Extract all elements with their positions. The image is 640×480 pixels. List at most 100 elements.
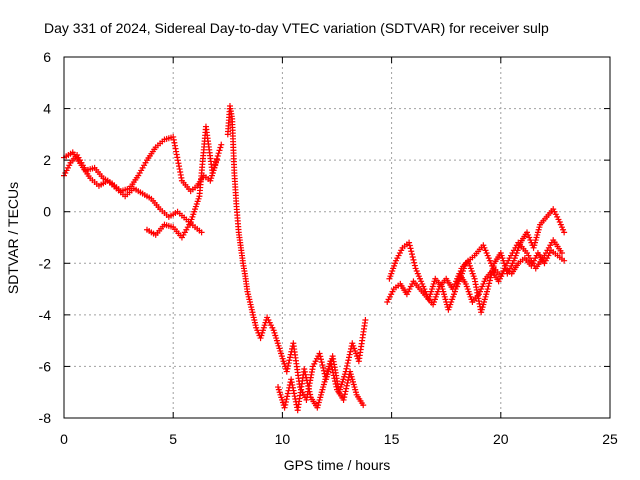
chart-title: Day 331 of 2024, Sidereal Day-to-day VTE…: [44, 20, 549, 36]
data-point: [303, 377, 310, 384]
data-point: [212, 161, 219, 168]
data-point: [343, 382, 350, 389]
data-point: [218, 141, 225, 148]
data-point: [407, 245, 414, 252]
data-point: [213, 158, 220, 165]
y-tick-label: -4: [39, 307, 52, 323]
data-point: [332, 380, 339, 387]
data-point: [344, 360, 351, 367]
series-arc-4: [224, 102, 369, 403]
data-point: [340, 396, 347, 403]
data-point: [281, 404, 288, 411]
tick-labels: 0 5 10 15 20 25 -8 -6 -4 -2 0 2 4 6: [39, 49, 618, 447]
data-point: [285, 387, 292, 394]
data-point: [217, 144, 224, 151]
data-point: [211, 164, 218, 171]
data-point: [305, 385, 312, 392]
data-point: [284, 390, 291, 397]
data-point: [360, 402, 367, 409]
y-axis-label: SDTVAR / TECUs: [5, 182, 21, 294]
data-point: [561, 257, 568, 264]
data-point: [327, 358, 334, 365]
data-point: [406, 239, 413, 246]
data-point: [341, 394, 348, 401]
data-point: [316, 350, 323, 357]
data-point: [487, 274, 494, 281]
data-point: [489, 268, 496, 275]
data-point: [305, 383, 312, 390]
data-point: [307, 391, 314, 398]
data-point: [303, 374, 310, 381]
data-point: [408, 248, 415, 255]
series-arc-1: [61, 133, 220, 195]
data-point: [485, 283, 492, 290]
x-tick-label: 25: [602, 431, 618, 447]
data-point: [301, 366, 308, 373]
data-point: [304, 380, 311, 387]
data-point: [287, 354, 294, 361]
axis-ticks: [63, 56, 611, 419]
data-point: [343, 385, 350, 392]
data-point: [347, 348, 354, 355]
data-point: [346, 351, 353, 358]
x-tick-label: 5: [169, 431, 177, 447]
plot-frame: [63, 56, 611, 419]
data-point: [284, 393, 291, 400]
data-point: [328, 363, 335, 370]
data-point: [486, 280, 493, 287]
data-point: [317, 356, 324, 363]
data-point: [319, 361, 326, 368]
x-tick-label: 0: [60, 431, 68, 447]
data-point: [345, 357, 352, 364]
data-point: [285, 362, 292, 369]
data-point: [198, 229, 205, 236]
x-tick-label: 20: [493, 431, 509, 447]
data-point: [411, 262, 418, 269]
data-point: [302, 371, 309, 378]
y-tick-label: -8: [39, 410, 52, 426]
data-point: [411, 259, 418, 266]
data-point: [409, 253, 416, 260]
data-point: [333, 383, 340, 390]
data-point: [283, 368, 290, 375]
data-point: [410, 256, 417, 263]
data-point: [408, 251, 415, 258]
data-point: [489, 266, 496, 273]
data-point: [286, 357, 293, 364]
y-tick-label: -6: [39, 358, 52, 374]
data-point: [558, 249, 565, 256]
data-point: [488, 271, 495, 278]
y-tick-label: 6: [43, 49, 51, 65]
y-tick-label: 0: [43, 204, 51, 220]
x-tick-label: 10: [275, 431, 291, 447]
data-point: [318, 359, 325, 366]
data-point: [484, 286, 491, 293]
data-point: [213, 155, 220, 162]
data-point: [344, 379, 351, 386]
data-point: [214, 153, 221, 160]
data-point: [344, 362, 351, 369]
series-arc-8: [454, 237, 565, 290]
data-point: [342, 388, 349, 395]
data-point: [486, 277, 493, 284]
data-point: [210, 167, 217, 174]
series-arc-3: [143, 123, 225, 241]
series-arc-5: [275, 358, 367, 414]
data-point: [330, 372, 337, 379]
x-tick-label: 15: [384, 431, 400, 447]
data-point: [331, 375, 338, 382]
data-point: [329, 366, 336, 373]
data-point: [317, 353, 324, 360]
data-point: [216, 147, 223, 154]
data-point: [330, 369, 337, 376]
data-point: [282, 399, 289, 406]
data-point: [301, 368, 308, 375]
data-point: [328, 361, 335, 368]
data-point: [306, 388, 313, 395]
data-point: [215, 150, 222, 157]
data-point: [561, 229, 568, 236]
data-point: [284, 365, 291, 372]
data-point: [343, 365, 350, 372]
data-point: [346, 354, 353, 361]
